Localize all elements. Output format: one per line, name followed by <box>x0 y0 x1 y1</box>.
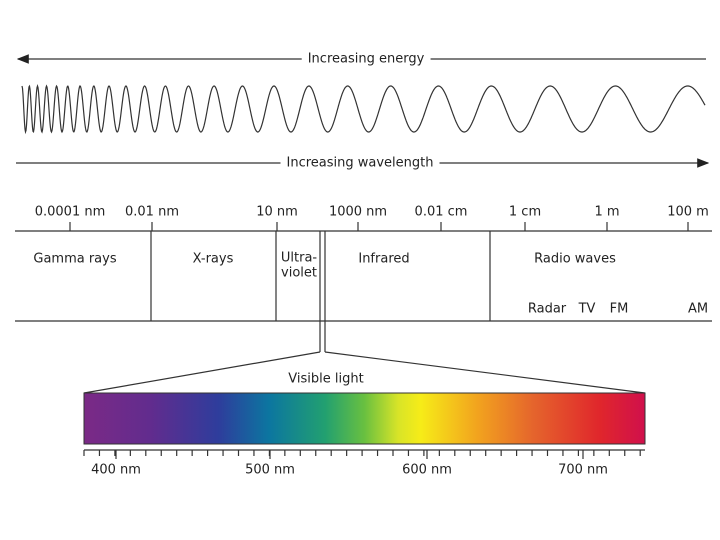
radio-band-label: AM <box>688 302 708 317</box>
visible-tick-label: 400 nm <box>91 463 141 478</box>
zoom-line <box>83 351 321 394</box>
scale-label: 10 nm <box>256 205 298 220</box>
scale-label: 100 m <box>667 205 709 220</box>
radio-band-label: Radar <box>528 302 567 317</box>
label-gap <box>280 155 440 171</box>
ruler-ticks <box>83 450 641 456</box>
region-label: Gamma rays <box>33 252 116 267</box>
scale-label: 1000 nm <box>329 205 387 220</box>
wavelength-label: Increasing wavelength <box>287 156 434 171</box>
scale-label: 1 cm <box>509 205 541 220</box>
wave <box>21 84 706 135</box>
visible-band <box>83 392 646 445</box>
scale-label: 1 m <box>594 205 619 220</box>
region-label: violet <box>281 266 317 281</box>
region-label: Infrared <box>358 252 409 267</box>
scale-label: 0.0001 nm <box>35 205 106 220</box>
visible-tick-label: 700 nm <box>558 463 608 478</box>
label-gap <box>301 51 431 67</box>
region-label: X-rays <box>193 252 234 267</box>
zoom-line <box>324 351 646 394</box>
visible-tick-label: 600 nm <box>402 463 452 478</box>
region-label: Ultra- <box>281 251 318 266</box>
visible-title: Visible light <box>288 372 363 387</box>
radio-band-label: FM <box>610 302 629 317</box>
scale-label: 0.01 cm <box>415 205 468 220</box>
visible-tick-label: 500 nm <box>245 463 295 478</box>
scale-label: 0.01 nm <box>125 205 179 220</box>
energy-label: Increasing energy <box>308 52 425 67</box>
radio-band-label: TV <box>578 302 596 317</box>
region-label: Radio waves <box>534 252 616 267</box>
